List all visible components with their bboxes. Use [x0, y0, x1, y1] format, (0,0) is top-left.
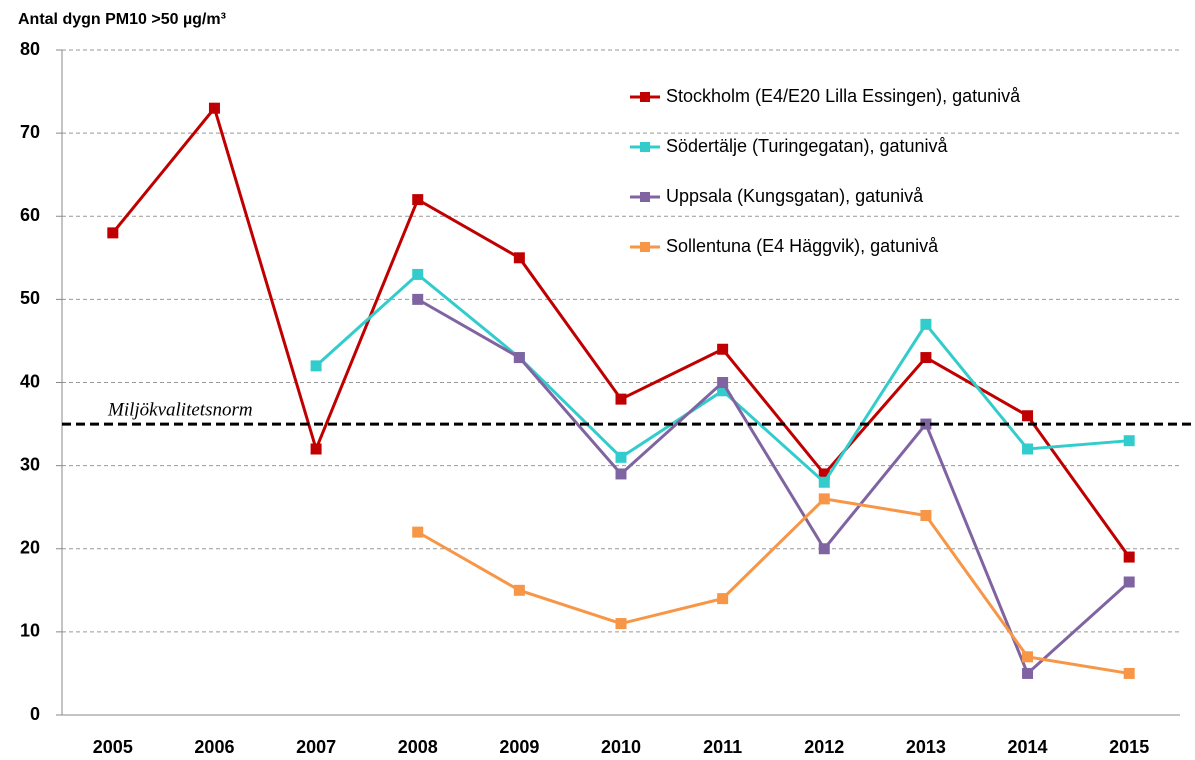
- data-point: [615, 451, 627, 463]
- data-point: [412, 526, 424, 538]
- x-tick-label: 2012: [804, 737, 844, 757]
- data-point: [615, 468, 627, 480]
- data-point: [1123, 576, 1135, 588]
- x-tick-label: 2011: [703, 737, 742, 757]
- data-point: [513, 352, 525, 364]
- data-point: [107, 227, 119, 239]
- reference-label: Miljökvalitetsnorm: [107, 399, 253, 420]
- data-point: [1022, 410, 1034, 422]
- legend-label: Södertälje (Turingegatan), gatunivå: [666, 136, 948, 156]
- data-point: [818, 493, 830, 505]
- x-tick-label: 2010: [601, 737, 641, 757]
- series-line: [416, 497, 1130, 675]
- data-point: [717, 593, 729, 605]
- data-point: [818, 543, 830, 555]
- x-tick-label: 2015: [1109, 737, 1149, 757]
- data-point: [412, 268, 424, 280]
- data-point: [1123, 667, 1135, 679]
- data-point: [818, 476, 830, 488]
- data-point: [920, 352, 932, 364]
- y-tick-label: 70: [20, 122, 40, 142]
- x-tick-label: 2008: [398, 737, 438, 757]
- data-point: [310, 360, 322, 372]
- data-point: [412, 293, 424, 305]
- data-point: [717, 377, 729, 388]
- data-point: [615, 393, 627, 405]
- legend-label: Stockholm (E4/E20 Lilla Essingen), gatun…: [666, 86, 1021, 106]
- legend-marker: [640, 142, 650, 152]
- y-tick-label: 60: [20, 205, 40, 225]
- data-point: [208, 102, 220, 114]
- data-point: [513, 252, 525, 264]
- data-point: [412, 194, 424, 206]
- series-line: [111, 105, 1131, 558]
- data-point: [1123, 551, 1135, 563]
- y-tick-label: 80: [20, 39, 40, 59]
- legend-marker: [640, 242, 650, 252]
- x-tick-label: 2013: [906, 737, 946, 757]
- y-tick-label: 0: [30, 704, 40, 724]
- data-point: [1022, 667, 1034, 679]
- data-point: [310, 443, 322, 455]
- data-point: [717, 343, 729, 355]
- x-tick-label: 2007: [296, 737, 336, 757]
- legend-marker: [640, 192, 650, 202]
- legend-label: Uppsala (Kungsgatan), gatunivå: [666, 186, 924, 206]
- y-tick-label: 10: [20, 621, 40, 641]
- x-tick-label: 2006: [194, 737, 234, 757]
- data-point: [920, 318, 932, 330]
- data-point: [1123, 435, 1135, 447]
- y-tick-label: 20: [20, 538, 40, 558]
- y-tick-label: 40: [20, 371, 40, 391]
- data-point: [513, 584, 525, 596]
- legend-marker: [640, 92, 650, 102]
- data-point: [920, 510, 932, 521]
- x-tick-label: 2014: [1008, 737, 1048, 757]
- data-point: [1022, 443, 1034, 455]
- y-tick-label: 30: [20, 454, 40, 474]
- data-point: [615, 618, 627, 630]
- data-point: [1022, 651, 1034, 663]
- chart-title: Antal dygn PM10 >50 µg/m³: [18, 11, 226, 28]
- x-tick-label: 2005: [93, 737, 133, 757]
- x-tick-label: 2009: [499, 737, 539, 757]
- y-tick-label: 50: [20, 288, 40, 308]
- legend-label: Sollentuna (E4 Häggvik), gatunivå: [666, 236, 939, 256]
